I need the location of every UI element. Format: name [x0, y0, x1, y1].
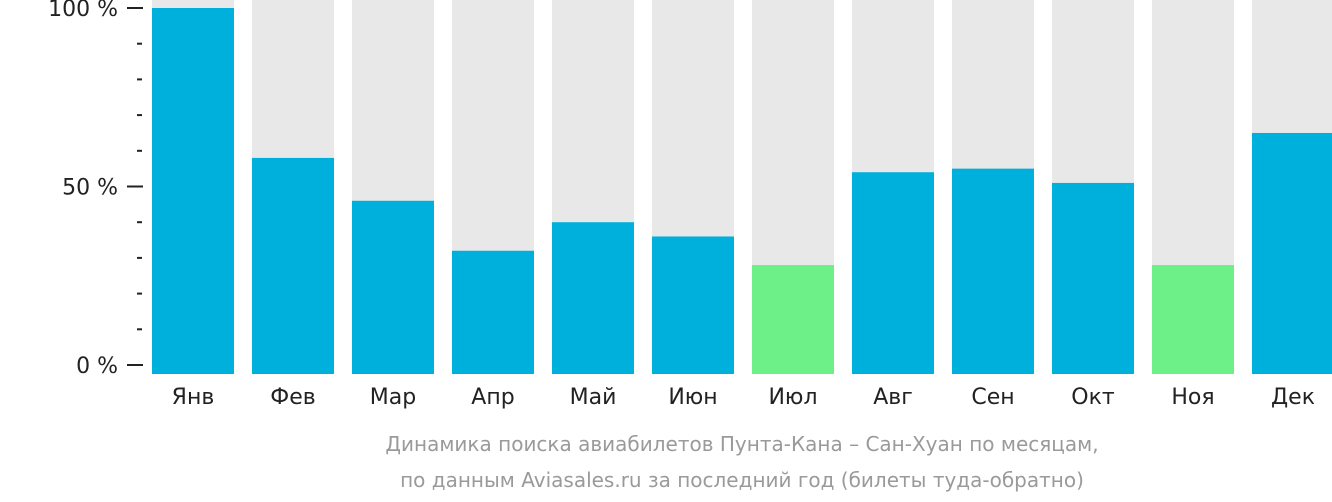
y-tick-label: 0 % — [76, 354, 118, 379]
bar-6 — [652, 236, 734, 374]
bar-5 — [552, 222, 634, 374]
x-tick-label: Ноя — [1171, 385, 1214, 410]
x-tick-label: Мар — [370, 385, 416, 410]
bars — [152, 8, 1332, 374]
x-tick-label: Июн — [668, 385, 717, 410]
bar-11 — [1152, 265, 1234, 374]
y-tick-label: 50 % — [62, 176, 118, 201]
bar-4 — [452, 250, 534, 374]
bar-10 — [1052, 182, 1134, 374]
bar-2 — [252, 157, 334, 374]
x-tick-label: Апр — [471, 385, 514, 410]
x-tick-label: Дек — [1271, 385, 1315, 410]
y-tick-label: 100 % — [48, 0, 118, 22]
chart-caption: Динамика поиска авиабилетов Пунта-Кана –… — [385, 432, 1098, 492]
x-tick-label: Фев — [270, 385, 315, 410]
bar-12 — [1252, 132, 1332, 374]
bar-8 — [852, 172, 934, 374]
x-tick-label: Май — [570, 385, 617, 410]
bar-7 — [752, 265, 834, 374]
x-tick-label: Окт — [1071, 385, 1115, 410]
caption-line-1: Динамика поиска авиабилетов Пунта-Кана –… — [385, 432, 1098, 456]
bar-3 — [352, 200, 434, 374]
x-tick-label: Сен — [971, 385, 1014, 410]
x-tick-label: Авг — [873, 385, 913, 410]
y-axis: 0 % 50 % 100 % — [48, 0, 143, 379]
x-tick-label: Июл — [768, 385, 817, 410]
x-axis-labels: Янв Фев Мар Апр Май Июн Июл Авг Сен Окт Ноя Дек — [172, 385, 1315, 410]
bar-9 — [952, 168, 1034, 374]
bar-1 — [152, 8, 234, 374]
x-tick-label: Янв — [172, 385, 215, 410]
caption-line-2: по данным Aviasales.ru за последний год … — [400, 468, 1084, 492]
